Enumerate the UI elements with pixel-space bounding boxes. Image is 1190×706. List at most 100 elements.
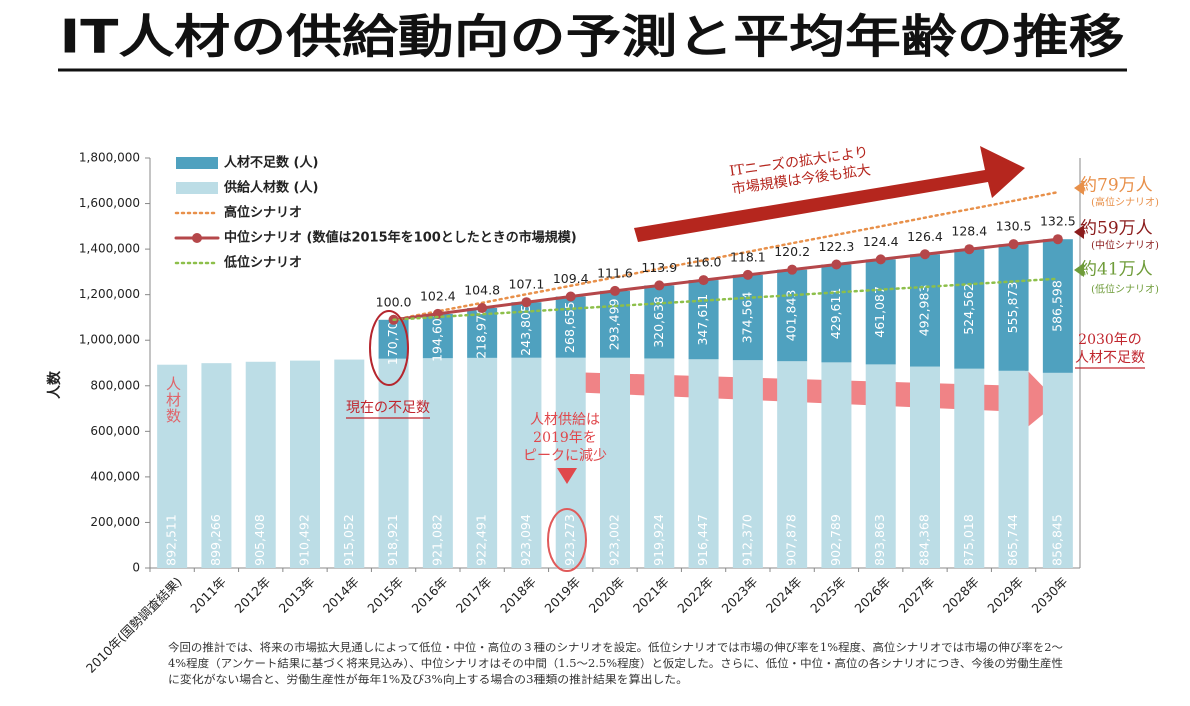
value-label: 905,408 — [252, 514, 267, 566]
x-tick-label: 2028年 — [940, 574, 982, 616]
value-label: 918,921 — [385, 514, 400, 566]
legend-label: 低位シナリオ — [223, 255, 302, 271]
scenario-line-segment — [437, 306, 483, 316]
y-tick-label: 1,200,000 — [79, 287, 140, 301]
bar — [511, 357, 542, 568]
scenario-point — [565, 291, 576, 302]
chart-title: IT人材の供給動向の予測と平均年齢の推移 — [60, 10, 1125, 64]
annotation: ピークに減少 — [523, 447, 607, 464]
y-tick-label: 1,000,000 — [79, 333, 140, 347]
value-label: 923,094 — [518, 514, 533, 566]
value-label: 524,562 — [961, 283, 976, 335]
y-tick-label: 1,600,000 — [79, 196, 140, 210]
bar — [998, 370, 1029, 568]
annotation: 人材不足数 — [1075, 350, 1145, 366]
scenario-point — [1008, 239, 1019, 250]
bar — [954, 368, 985, 568]
x-tick-label: 2018年 — [497, 574, 539, 616]
index-label: 109.4 — [553, 271, 589, 286]
y-tick-label: 800,000 — [90, 378, 140, 392]
bar — [467, 307, 498, 358]
bar — [290, 360, 320, 568]
scenario-line-segment — [791, 263, 837, 272]
scenario-point — [831, 259, 842, 270]
x-tick-label: 2023年 — [719, 574, 761, 616]
bar — [600, 357, 630, 568]
bar — [998, 244, 1029, 371]
legend-label: 中位シナリオ (数値は2015年を100としたときの市場規模) — [224, 230, 577, 246]
index-label: 124.4 — [863, 234, 899, 249]
x-tick-label: 2017年 — [453, 574, 495, 616]
annotation: 約41万人 — [1080, 260, 1153, 280]
annotation: 2030年の — [1078, 332, 1142, 348]
scenario-line-segment — [747, 268, 793, 277]
x-tick-label: 2026年 — [851, 574, 893, 616]
value-label: 875,018 — [961, 514, 976, 566]
x-tick-label: 2011年 — [187, 574, 229, 616]
current-highlight — [369, 310, 409, 386]
scenario-line-segment — [1013, 237, 1059, 246]
bar — [201, 363, 232, 568]
annotation: 2019年を — [533, 430, 597, 446]
x-tick-label: 2021年 — [630, 574, 672, 616]
bar — [821, 264, 852, 363]
bar — [688, 280, 719, 360]
value-label: 912,370 — [739, 514, 754, 566]
x-tick-label: 2029年 — [984, 574, 1026, 616]
index-label: 104.8 — [464, 282, 500, 297]
value-label: 923,002 — [607, 514, 622, 566]
annotation: (中位シナリオ) — [1091, 239, 1159, 252]
value-label: 865,744 — [1005, 514, 1020, 566]
x-tick-label: 2012年 — [231, 574, 273, 616]
value-label: 268,655 — [562, 301, 577, 353]
index-label: 122.3 — [819, 239, 855, 254]
legend-label: 人材不足数 (人) — [224, 155, 318, 171]
x-tick-label: 2015年 — [364, 574, 406, 616]
scenario-point — [787, 264, 798, 275]
footnote: 今回の推計では、将来の市場拡大見通しによって低位・中位・高位の３種のシナリオを設… — [168, 640, 1063, 654]
market-arrow — [634, 146, 1025, 242]
index-label: 100.0 — [376, 294, 412, 309]
value-label: 907,878 — [784, 514, 799, 566]
x-tick-label: 2027年 — [896, 574, 938, 616]
scenario-point — [521, 297, 532, 308]
bar — [157, 364, 188, 568]
annotation: (低位シナリオ) — [1091, 283, 1159, 296]
scenario-point — [964, 244, 975, 255]
value-label: 919,924 — [651, 514, 666, 566]
value-label: 902,789 — [828, 514, 843, 566]
value-label: 892,511 — [164, 514, 179, 566]
annotation: 約59万人 — [1080, 219, 1153, 239]
scenario-point — [875, 254, 886, 265]
index-label: 126.4 — [907, 229, 943, 244]
x-tick-label: 2014年 — [320, 574, 362, 616]
y-tick-label: 1,400,000 — [79, 242, 140, 256]
bar — [821, 362, 852, 568]
annotation: 約79万人 — [1080, 176, 1153, 196]
bar — [644, 358, 675, 568]
x-tick-label: 2024年 — [763, 574, 805, 616]
scenario-point — [610, 285, 620, 296]
value-label: 320,638 — [651, 296, 666, 348]
y-tick-label: 600,000 — [90, 424, 140, 438]
scenario-point — [1052, 234, 1063, 245]
value-label: 893,863 — [872, 514, 887, 566]
index-label: 132.5 — [1040, 214, 1076, 229]
value-label: 922,491 — [474, 514, 489, 566]
legend-label: 高位シナリオ — [224, 205, 302, 221]
value-label: 170,700 — [385, 313, 400, 365]
value-label: 401,843 — [784, 290, 799, 342]
index-label: 118.1 — [730, 249, 766, 264]
y-tick-label: 400,000 — [90, 469, 140, 483]
peak-pointer — [557, 468, 577, 484]
x-tick-label: 2022年 — [674, 574, 716, 616]
plot-area: 0 200,000 400,000 600,000 800,000 1,000,000 1,… — [46, 151, 1081, 676]
bar — [422, 313, 453, 359]
scenario-line — [392, 190, 1060, 322]
index-label: 128.4 — [951, 224, 987, 239]
x-tick-label: 2030年 — [1029, 574, 1071, 616]
index-label: 102.4 — [420, 288, 456, 303]
value-label: 884,368 — [917, 514, 932, 566]
value-label: 429,611 — [828, 288, 843, 340]
